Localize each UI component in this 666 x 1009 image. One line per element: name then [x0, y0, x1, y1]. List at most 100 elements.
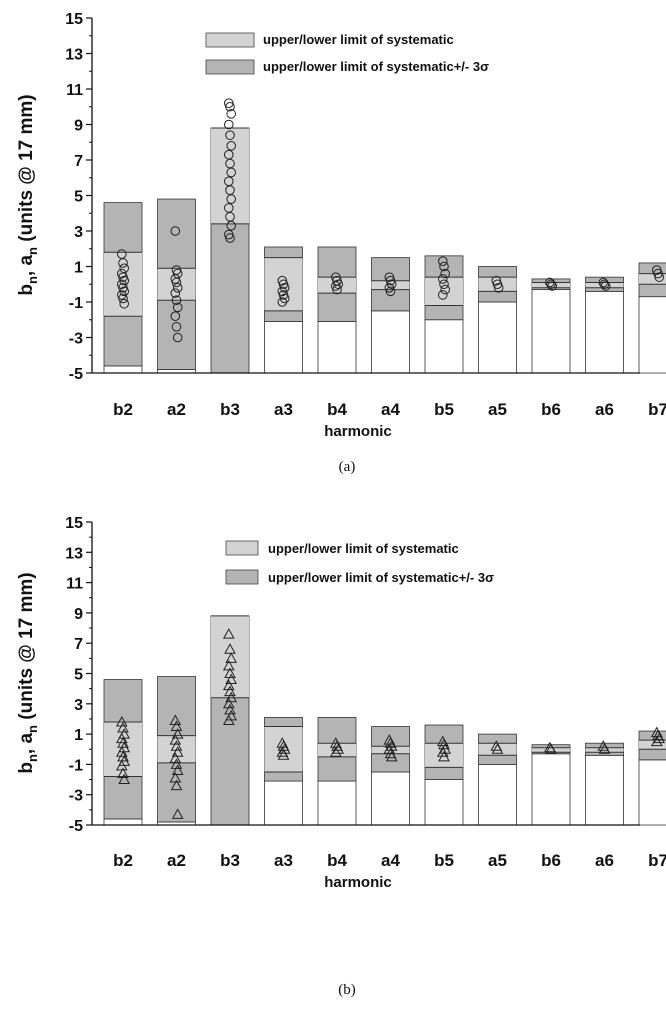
- measurement-point: [385, 750, 398, 762]
- bar-base-b4: [317, 321, 357, 374]
- measurement-point: [277, 297, 288, 307]
- measurement-point: [226, 167, 236, 178]
- bar-base-b7: [638, 759, 666, 826]
- y-tick-label: -3: [69, 788, 83, 805]
- measurement-point: [225, 673, 238, 685]
- x-tick-label-a2: a2: [167, 400, 186, 419]
- y-tick-label: 7: [74, 153, 83, 170]
- bar-systematic-a5: [478, 277, 517, 292]
- y-tick-label: 9: [74, 118, 83, 135]
- x-tick-label-a3: a3: [274, 400, 293, 419]
- x-tick-labels: b2 a2 b3 a3 b4 a4 b5 a5 b6 a6 b7: [113, 400, 666, 419]
- measurement-points: [115, 628, 666, 819]
- measurement-point: [170, 779, 183, 791]
- y-tick-label: 11: [66, 576, 83, 593]
- bar-systematic-b6: [532, 282, 570, 288]
- y-tick-label: 3: [74, 697, 83, 714]
- y-tick-label: -3: [69, 331, 83, 348]
- y-tick-label: 3: [74, 224, 83, 241]
- panel-caption: (b): [338, 982, 356, 998]
- measurement-point: [172, 302, 183, 313]
- measurement-point: [224, 643, 236, 654]
- bar-systematic-a6: [585, 282, 624, 288]
- y-tick-label: 1: [74, 727, 83, 744]
- measurement-point: [493, 283, 504, 293]
- panel-caption: (a): [339, 459, 356, 475]
- measurement-point: [385, 286, 396, 297]
- y-tick-label: -1: [69, 757, 83, 774]
- y-tick-label: 11: [66, 82, 83, 99]
- x-tick-label-a6: a6: [595, 851, 614, 870]
- measurement-point: [171, 764, 184, 775]
- x-tick-label-a3: a3: [274, 851, 293, 870]
- bar-systematic-b2: [104, 252, 142, 317]
- legend-label-systematic: upper/lower limit of systematic: [263, 32, 454, 47]
- measurement-point: [600, 281, 611, 291]
- bar-base-a3: [264, 780, 303, 826]
- y-axis-label: bn, an (units @ 17 mm): [16, 572, 40, 773]
- measurement-point: [650, 735, 663, 747]
- measurement-point: [224, 119, 234, 130]
- measurement-point: [333, 279, 344, 290]
- measurement-point: [118, 773, 131, 785]
- measurement-point: [117, 737, 129, 748]
- bar-base-a3: [264, 321, 303, 374]
- legend: upper/lower limit of systematic upper/lo…: [205, 32, 489, 75]
- x-tick-label-b7: b7: [648, 851, 666, 870]
- bar-systematic-a3: [264, 257, 303, 311]
- measurement-point: [440, 284, 451, 295]
- bar-base-b2: [103, 818, 143, 826]
- y-tick-label: -1: [69, 295, 83, 312]
- x-tick-label-b5: b5: [434, 851, 454, 870]
- x-tick-label-b4: b4: [327, 400, 347, 419]
- legend-label-3sigma: upper/lower limit of systematic+/- 3σ: [268, 570, 494, 585]
- legend-swatch-systematic: [205, 32, 255, 48]
- x-tick-label-b6: b6: [541, 400, 561, 419]
- bar-base-b6: [531, 289, 571, 374]
- measurement-point: [545, 743, 557, 754]
- measurement-point: [653, 732, 666, 744]
- measurement-point: [439, 279, 449, 290]
- measurement-point: [547, 281, 558, 291]
- measurement-point: [171, 322, 182, 332]
- measurement-point: [438, 290, 448, 300]
- x-tick-label-a5: a5: [488, 851, 507, 870]
- x-tick-label-b4: b4: [327, 851, 347, 870]
- x-tick-label-a5: a5: [488, 400, 507, 419]
- x-axis-label: harmonic: [324, 423, 392, 440]
- bar-base-b4: [317, 780, 357, 826]
- bar-base-b5: [424, 319, 464, 374]
- x-tick-label-b3: b3: [220, 400, 240, 419]
- y-tick-label: 15: [65, 11, 83, 28]
- x-tick-label-b3: b3: [220, 851, 240, 870]
- legend: upper/lower limit of systematic upper/lo…: [225, 540, 494, 585]
- bar-base-a6: [585, 290, 624, 374]
- measurement-point: [439, 261, 449, 272]
- bar-systematic-b5: [425, 277, 463, 306]
- x-tick-label-b2: b2: [113, 851, 133, 870]
- y-tick-label: 13: [65, 47, 83, 64]
- bar-base-a6: [585, 754, 624, 826]
- bar-systematic-b3: [211, 128, 249, 224]
- measurement-point: [170, 311, 181, 322]
- bar-base-a5: [478, 764, 517, 826]
- measurement-point: [491, 743, 504, 754]
- x-axis-label: harmonic: [324, 874, 392, 891]
- bar-base-a5: [478, 301, 517, 374]
- bars-group: [103, 615, 666, 826]
- y-tick-label: 15: [65, 515, 83, 532]
- bar-base-a4: [371, 771, 410, 826]
- measurement-point: [546, 279, 556, 290]
- measurement-point: [225, 130, 235, 140]
- bar-systematic-b7: [639, 273, 666, 285]
- x-tick-labels: b2 a2 b3 a3 b4 a4 b5 a5 b6 a6 b7: [113, 851, 666, 870]
- bar-systematic-b6: [532, 747, 570, 753]
- measurement-point: [438, 256, 448, 266]
- bar-systematic-a5: [478, 743, 517, 756]
- measurement-point: [438, 274, 448, 284]
- bar-base-b7: [638, 296, 666, 374]
- measurement-point: [118, 258, 128, 268]
- bar-base-b2: [103, 365, 143, 374]
- measurement-point: [119, 298, 129, 309]
